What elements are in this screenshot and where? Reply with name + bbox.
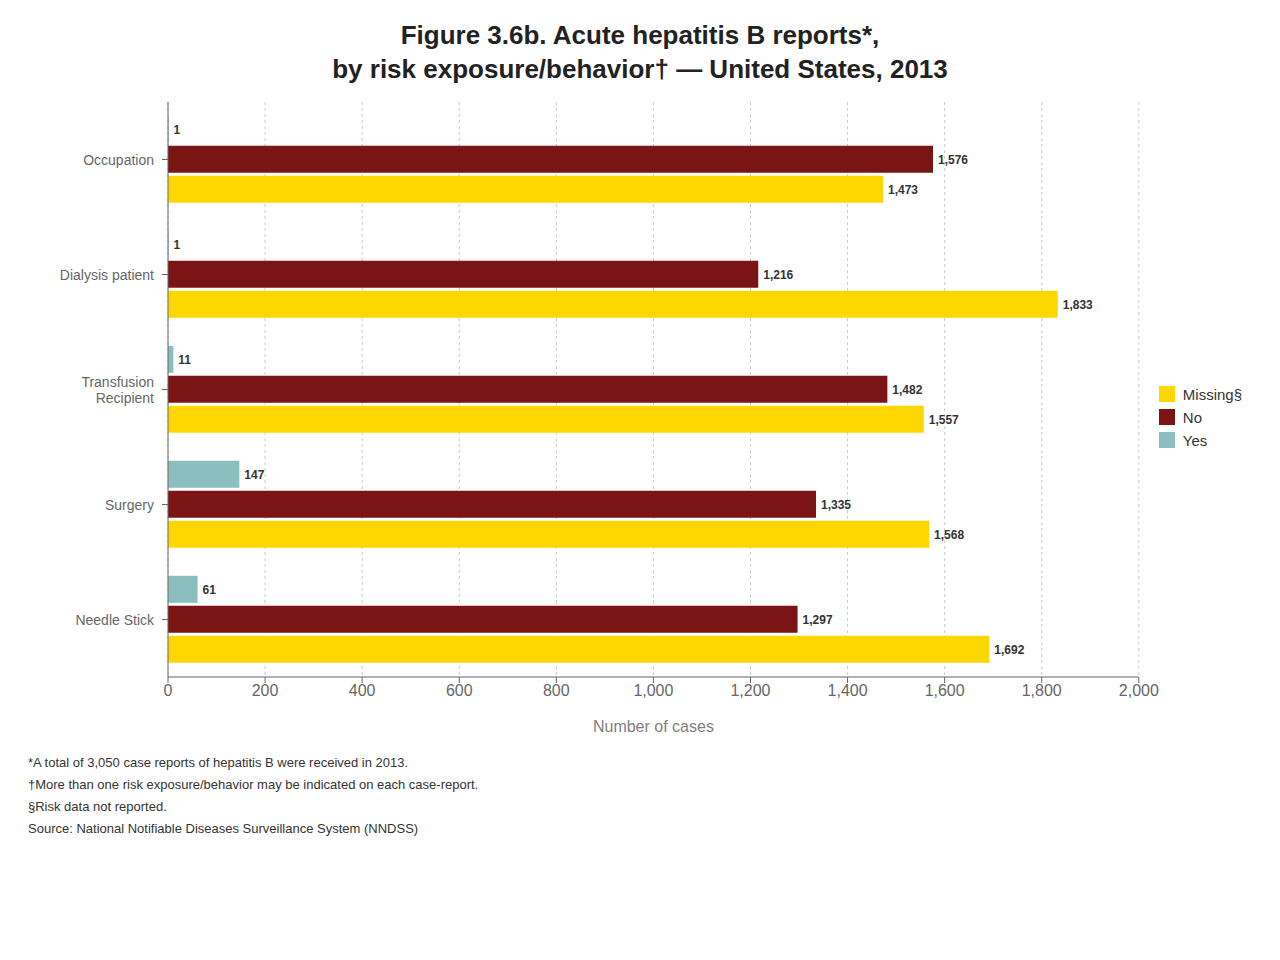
svg-text:400: 400 <box>349 682 376 699</box>
svg-text:1,800: 1,800 <box>1022 682 1062 699</box>
html-text:Missing§: Missing§ <box>1182 385 1242 403</box>
html-text:Figure 3.6b. Acute hepatitis B: Figure 3.6b. Acute hepatitis B reports*, <box>400 20 880 50</box>
svg-text:1: 1 <box>173 238 180 252</box>
html-text:Yes: Yes <box>1182 431 1208 449</box>
svg-text:2,000: 2,000 <box>1119 682 1159 699</box>
svg-text:1,692: 1,692 <box>994 643 1024 657</box>
svg-text:0: 0 <box>164 682 173 699</box>
svg-text:Number of cases: Number of cases <box>593 718 714 735</box>
svg-text:1,600: 1,600 <box>925 682 965 699</box>
svg-text:Occupation: Occupation <box>83 152 154 168</box>
svg-text:61: 61 <box>203 583 217 597</box>
svg-text:1,400: 1,400 <box>828 682 868 699</box>
html-text:Source: National Notifiable Di: Source: National Notifiable Diseases Sur… <box>28 821 419 836</box>
svg-text:1,335: 1,335 <box>821 498 851 512</box>
svg-text:1,482: 1,482 <box>892 383 922 397</box>
svg-text:Needle Stick: Needle Stick <box>75 612 155 628</box>
svg-text:Surgery: Surgery <box>105 497 154 513</box>
svg-text:1,833: 1,833 <box>1063 298 1093 312</box>
html-text:by risk exposure/behavior† — U: by risk exposure/behavior† — United Stat… <box>332 54 948 84</box>
svg-text:1,557: 1,557 <box>929 413 959 427</box>
svg-text:1: 1 <box>173 123 180 137</box>
svg-text:11: 11 <box>178 353 191 367</box>
svg-text:147: 147 <box>244 468 264 482</box>
svg-text:600: 600 <box>446 682 473 699</box>
svg-text:1,473: 1,473 <box>888 183 918 197</box>
html-text:No: No <box>1182 408 1202 426</box>
svg-text:Dialysis patient: Dialysis patient <box>60 267 154 283</box>
html-text:*A total of 3,050 case reports: *A total of 3,050 case reports of hepati… <box>28 755 409 770</box>
svg-text:800: 800 <box>543 682 570 699</box>
html-text:§Risk data not reported.: §Risk data not reported. <box>28 799 167 814</box>
svg-text:TransfusionRecipient: TransfusionRecipient <box>81 374 154 406</box>
svg-text:200: 200 <box>252 682 279 699</box>
svg-text:1,216: 1,216 <box>763 268 793 282</box>
svg-text:1,297: 1,297 <box>803 613 833 627</box>
svg-text:1,576: 1,576 <box>938 153 968 167</box>
svg-text:1,568: 1,568 <box>934 528 964 542</box>
html-text:†More than one risk exposure/b: †More than one risk exposure/behavior ma… <box>28 777 479 792</box>
svg-text:1,000: 1,000 <box>633 682 673 699</box>
svg-text:1,200: 1,200 <box>730 682 770 699</box>
